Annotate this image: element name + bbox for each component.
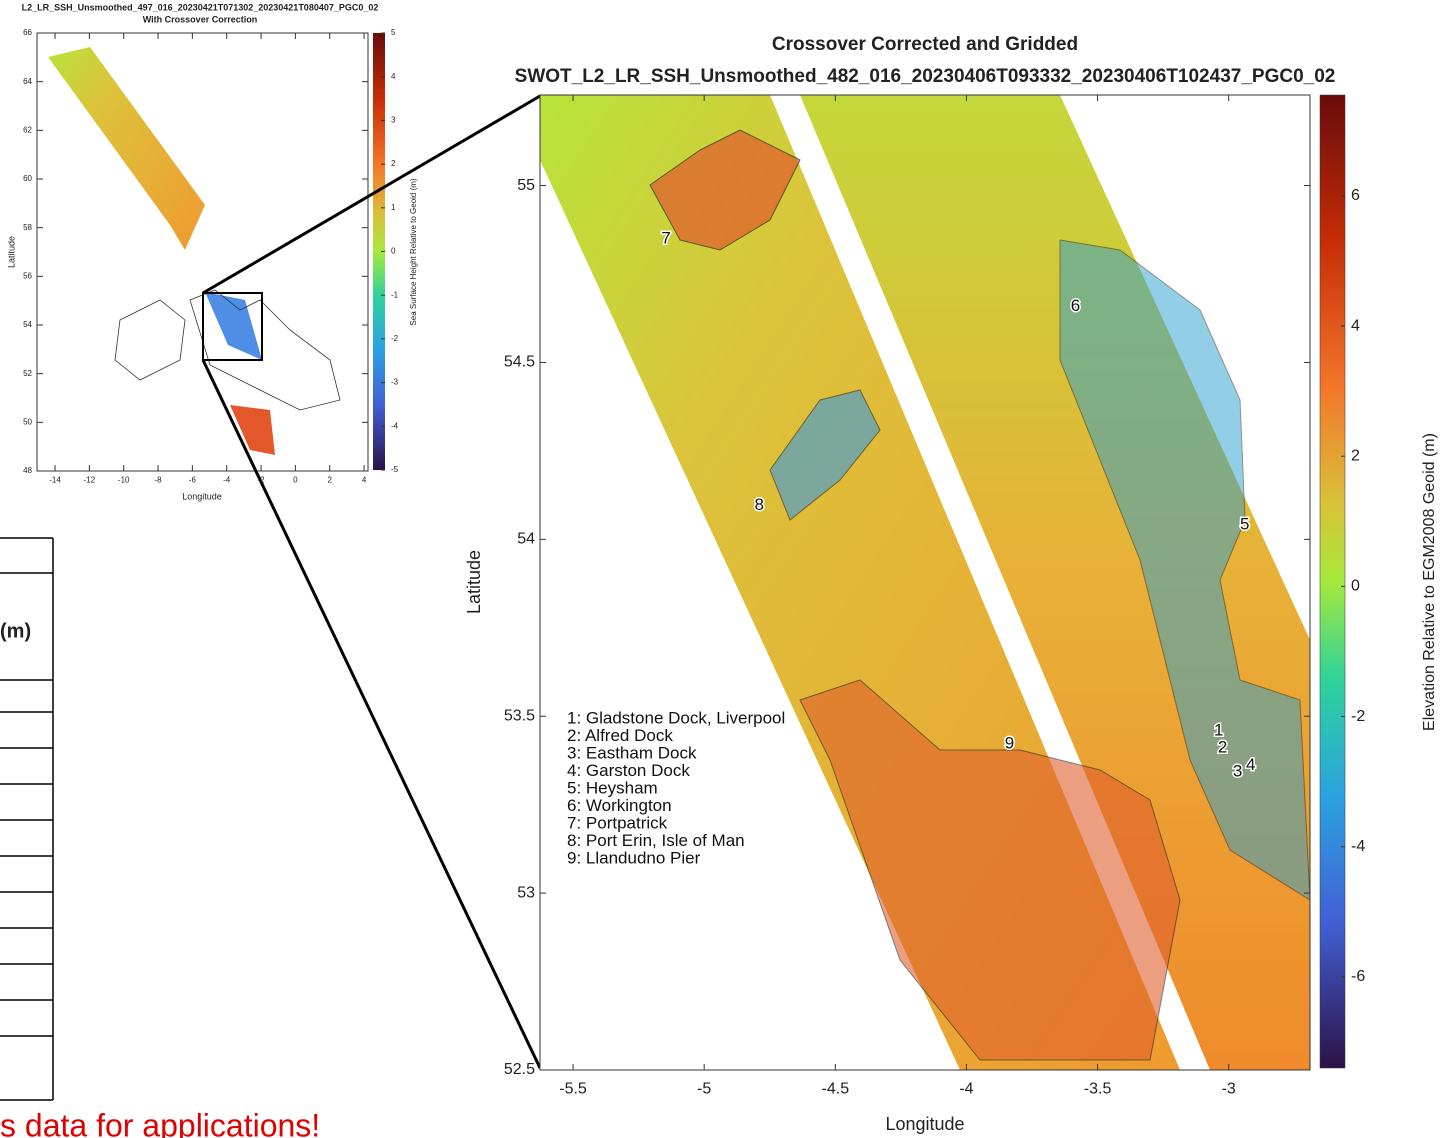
y-tick-label: 53 bbox=[517, 884, 535, 901]
x-tick-label: 0 bbox=[293, 476, 298, 485]
x-tick-label: -5 bbox=[697, 1080, 711, 1097]
site-label: 3 bbox=[1233, 761, 1242, 780]
y-tick-label: 62 bbox=[23, 125, 32, 134]
main-xlabel: Longitude bbox=[885, 1114, 964, 1134]
x-tick-label: -3.5 bbox=[1084, 1080, 1112, 1097]
x-tick-label: -4 bbox=[959, 1080, 973, 1097]
site-label: 2 bbox=[1218, 738, 1227, 757]
colorbar-tick-label: -4 bbox=[391, 421, 399, 430]
y-tick-label: 54 bbox=[517, 531, 535, 548]
colorbar-tick-label: -5 bbox=[391, 465, 399, 474]
site-label: 7 bbox=[661, 228, 670, 247]
colorbar-tick-label: 0 bbox=[391, 247, 396, 256]
colorbar-tick-label: 0 bbox=[1351, 578, 1360, 595]
y-tick-label: 50 bbox=[23, 417, 32, 426]
colorbar-tick-label: 2 bbox=[391, 159, 396, 168]
legend-entry: 9: Llandudno Pier bbox=[567, 848, 701, 867]
x-tick-label: -10 bbox=[118, 476, 130, 485]
slide: L2_LR_SSH_Unsmoothed_497_016_20230421T07… bbox=[0, 0, 1447, 1138]
small-xlabel: Longitude bbox=[182, 491, 222, 501]
y-tick-label: 54 bbox=[23, 320, 32, 329]
legend-entry: 5: Heysham bbox=[567, 778, 658, 797]
colorbar-tick-label: 3 bbox=[391, 116, 396, 125]
legend-entry: 2: Alfred Dock bbox=[567, 726, 673, 745]
y-tick-label: 66 bbox=[23, 28, 32, 37]
site-label: 6 bbox=[1071, 296, 1080, 315]
x-tick-label: -6 bbox=[189, 476, 197, 485]
main-colorbar bbox=[1320, 95, 1345, 1068]
legend-entry: 3: Eastham Dock bbox=[567, 743, 697, 762]
site-label: 4 bbox=[1246, 755, 1255, 774]
y-tick-label: 54.5 bbox=[504, 354, 535, 371]
small-title: L2_LR_SSH_Unsmoothed_497_016_20230421T07… bbox=[22, 2, 379, 12]
y-tick-label: 52.5 bbox=[504, 1061, 535, 1078]
table-header: (m) bbox=[0, 620, 31, 642]
small-colorbar-label: Sea Surface Height Relative to Geoid (m) bbox=[409, 178, 418, 326]
x-tick-label: -8 bbox=[154, 476, 162, 485]
colorbar-tick-label: -4 bbox=[1351, 838, 1365, 855]
zoom-line bbox=[203, 360, 540, 1068]
colorbar-tick-label: -3 bbox=[391, 378, 399, 387]
colorbar-tick-label: 1 bbox=[391, 203, 396, 212]
page: {"small_map": {"title": "L2_LR_SSH_Unsmo… bbox=[0, 0, 1447, 1138]
y-tick-label: 48 bbox=[23, 466, 32, 475]
main-colorbar-label: Elevation Relative to EGM2008 Geoid (m) bbox=[1421, 433, 1438, 731]
colorbar-tick-label: 2 bbox=[1351, 447, 1360, 464]
legend-entry: 1: Gladstone Dock, Liverpool bbox=[567, 708, 785, 727]
x-tick-label: -5.5 bbox=[559, 1080, 587, 1097]
legend-entry: 7: Portpatrick bbox=[567, 813, 668, 832]
legend-entry: 6: Workington bbox=[567, 796, 672, 815]
x-tick-label: -4.5 bbox=[822, 1080, 850, 1097]
main-title: Crossover Corrected and Gridded bbox=[772, 34, 1078, 55]
x-tick-label: -4 bbox=[223, 476, 231, 485]
main-ylabel: Latitude bbox=[464, 550, 484, 614]
colorbar-tick-label: -1 bbox=[391, 290, 399, 299]
legend-entry: 8: Port Erin, Isle of Man bbox=[567, 831, 745, 850]
colorbar-tick-label: 6 bbox=[1351, 187, 1360, 204]
x-tick-label: -14 bbox=[49, 476, 61, 485]
x-tick-label: 2 bbox=[327, 476, 332, 485]
y-tick-label: 58 bbox=[23, 223, 32, 232]
site-label: 8 bbox=[755, 495, 764, 514]
site-label: 9 bbox=[1005, 733, 1014, 752]
footer-text: s data for applications! bbox=[0, 1107, 320, 1138]
legend-entry: 4: Garston Dock bbox=[567, 761, 690, 780]
y-tick-label: 56 bbox=[23, 271, 32, 280]
y-tick-label: 64 bbox=[23, 77, 32, 86]
small-subtitle: With Crossover Correction bbox=[143, 14, 257, 24]
y-tick-label: 55 bbox=[517, 177, 535, 194]
colorbar-tick-label: -2 bbox=[1351, 708, 1365, 725]
x-tick-label: 4 bbox=[362, 476, 367, 485]
x-tick-label: -12 bbox=[84, 476, 96, 485]
main-title: SWOT_L2_LR_SSH_Unsmoothed_482_016_202304… bbox=[515, 66, 1336, 87]
site-label: 5 bbox=[1240, 515, 1249, 534]
y-tick-label: 53.5 bbox=[504, 707, 535, 724]
colorbar-tick-label: 5 bbox=[391, 28, 396, 37]
colorbar-tick-label: -6 bbox=[1351, 968, 1365, 985]
y-tick-label: 52 bbox=[23, 369, 32, 378]
x-tick-label: -3 bbox=[1222, 1080, 1236, 1097]
colorbar-tick-label: -2 bbox=[391, 334, 399, 343]
small-ylabel: Latitude bbox=[6, 236, 16, 268]
colorbar-tick-label: 4 bbox=[391, 72, 396, 81]
x-tick-label: -2 bbox=[257, 476, 265, 485]
colorbar-tick-label: 4 bbox=[1351, 317, 1360, 334]
y-tick-label: 60 bbox=[23, 174, 32, 183]
